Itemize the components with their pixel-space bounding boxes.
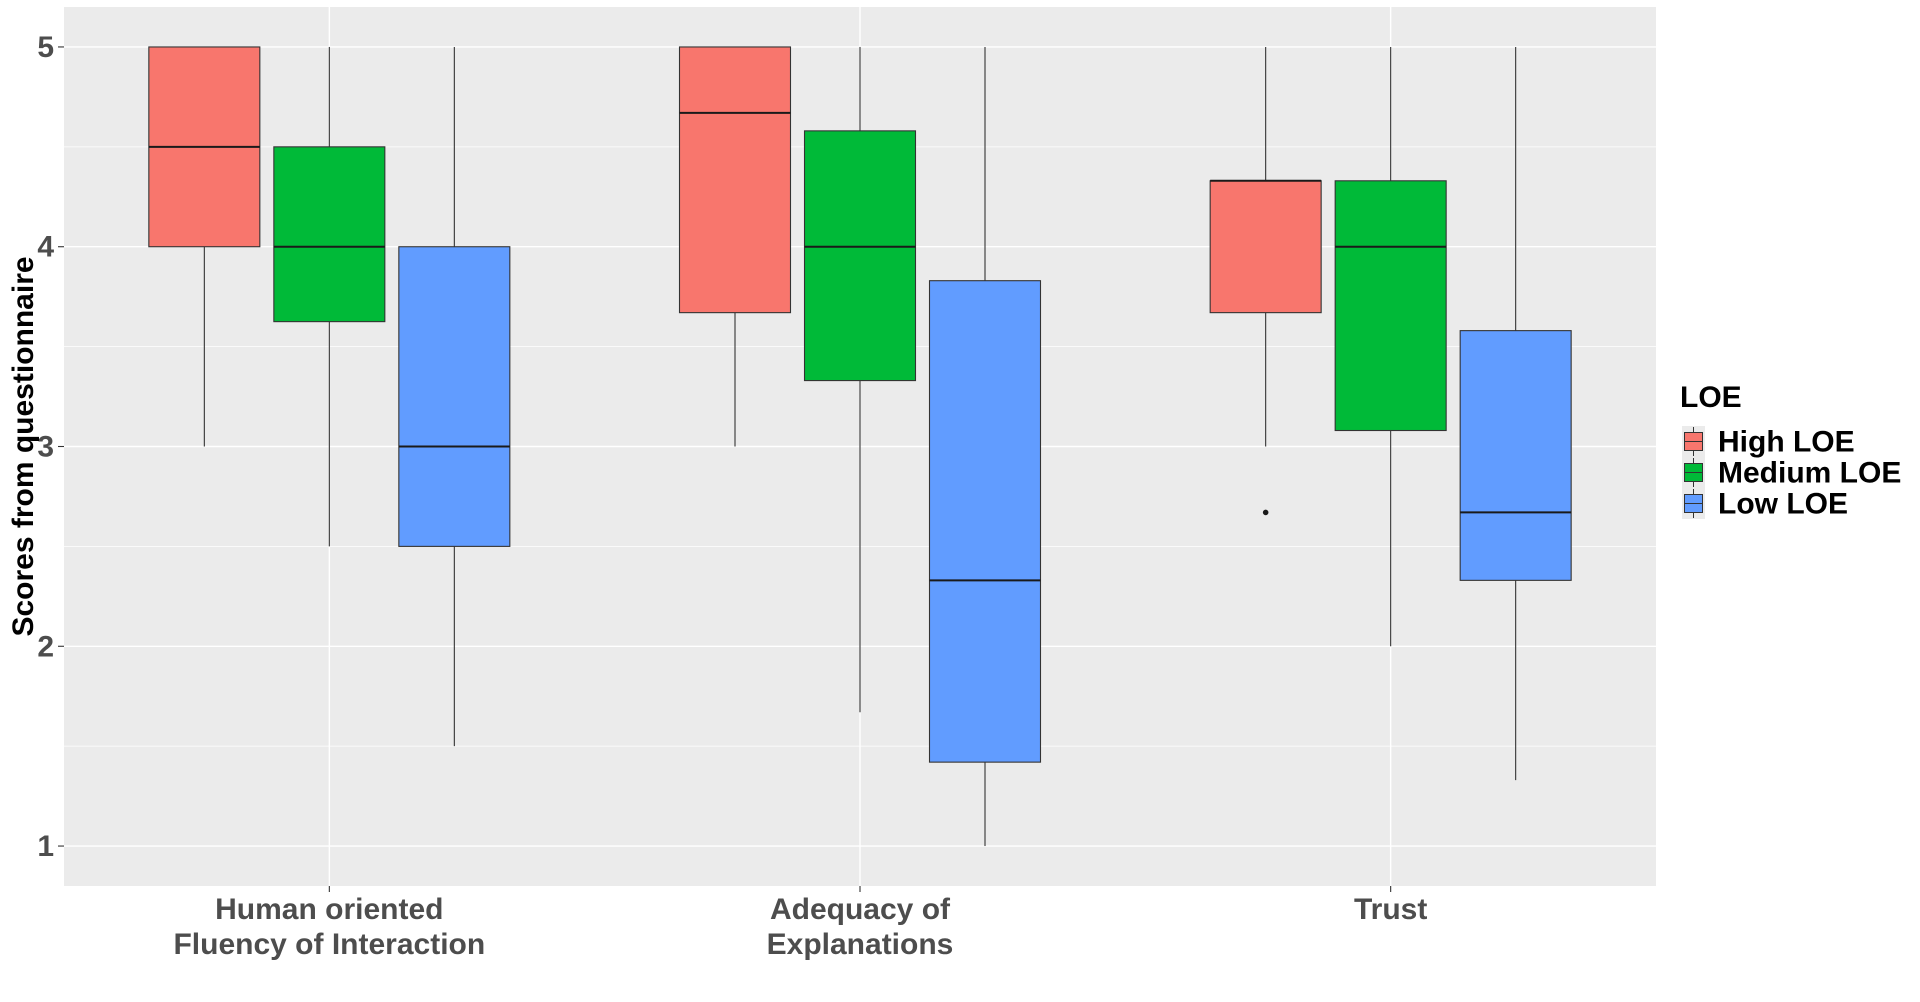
legend-label: High LOE (1718, 426, 1855, 459)
box-body (805, 131, 916, 381)
y-tick-label: 5 (37, 31, 54, 64)
y-tick-label: 1 (37, 830, 54, 863)
box-body (399, 247, 510, 547)
x-tick-label: Trust (1354, 893, 1427, 926)
chart-svg: 12345Human oriented Fluency of Interactio… (0, 0, 1920, 997)
box-body (930, 281, 1041, 762)
box-body (1210, 181, 1321, 313)
legend-title: LOE (1680, 381, 1742, 414)
x-tick-label: Adequacy of Explanations (767, 893, 954, 961)
legend-label: Medium LOE (1718, 457, 1901, 490)
boxplot-chart: 1 2 3 4 5 Human oriented Fluency of Interactio… (0, 0, 1920, 997)
outlier-point (1263, 510, 1269, 516)
x-tick-label: Human oriented Fluency of Interaction (173, 893, 485, 961)
box-body (1335, 181, 1446, 431)
box-body (680, 47, 791, 313)
y-axis-label: Scores from questionnaire (7, 256, 40, 636)
legend-label: Low LOE (1718, 488, 1848, 521)
box-body (1460, 331, 1571, 581)
box-body (274, 147, 385, 322)
